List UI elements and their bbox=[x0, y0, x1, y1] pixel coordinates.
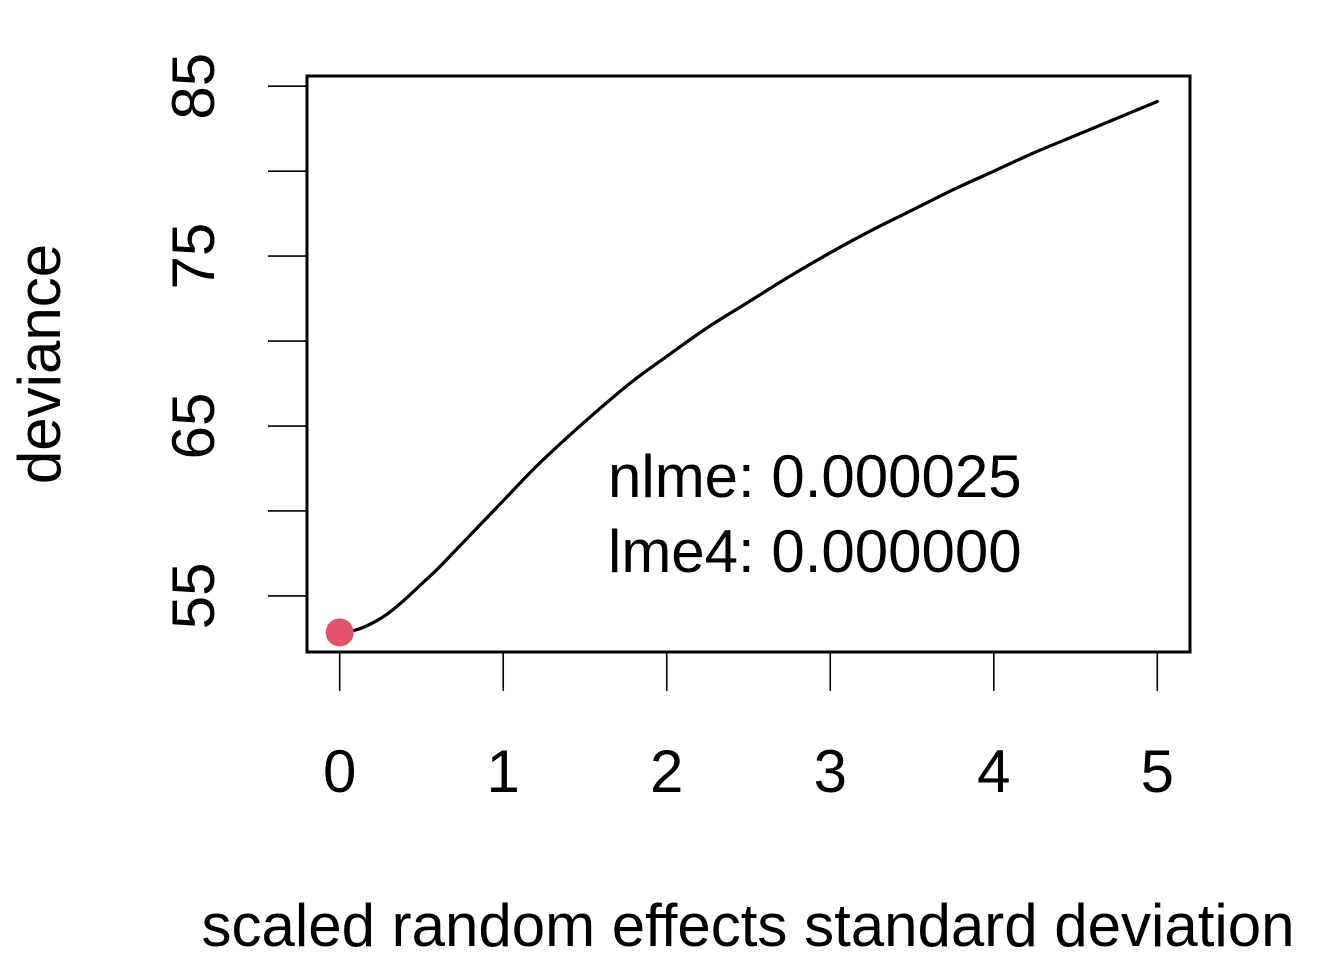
y-tick-label: 75 bbox=[160, 223, 227, 290]
x-tick-label: 4 bbox=[977, 738, 1010, 805]
x-tick-label: 0 bbox=[323, 738, 356, 805]
y-tick-label: 65 bbox=[160, 393, 227, 460]
x-tick-label: 3 bbox=[814, 738, 847, 805]
y-tick-label: 85 bbox=[160, 53, 227, 120]
y-axis: 55 65 75 85 bbox=[160, 53, 307, 629]
annotation-lme4: lme4: 0.000000 bbox=[608, 518, 1022, 585]
x-axis: 0 1 2 3 4 5 bbox=[323, 652, 1174, 805]
x-axis-label: scaled random effects standard deviation bbox=[202, 892, 1295, 959]
annotation-nlme: nlme: 0.000025 bbox=[608, 443, 1022, 510]
y-axis-label: deviance bbox=[6, 244, 73, 484]
x-tick-label: 2 bbox=[650, 738, 683, 805]
x-tick-label: 5 bbox=[1141, 738, 1174, 805]
deviance-curve bbox=[338, 99, 1159, 635]
minimum-point-marker bbox=[325, 618, 354, 647]
y-tick-label: 55 bbox=[160, 563, 227, 630]
x-tick-label: 1 bbox=[487, 738, 520, 805]
plot-frame bbox=[305, 74, 1192, 654]
